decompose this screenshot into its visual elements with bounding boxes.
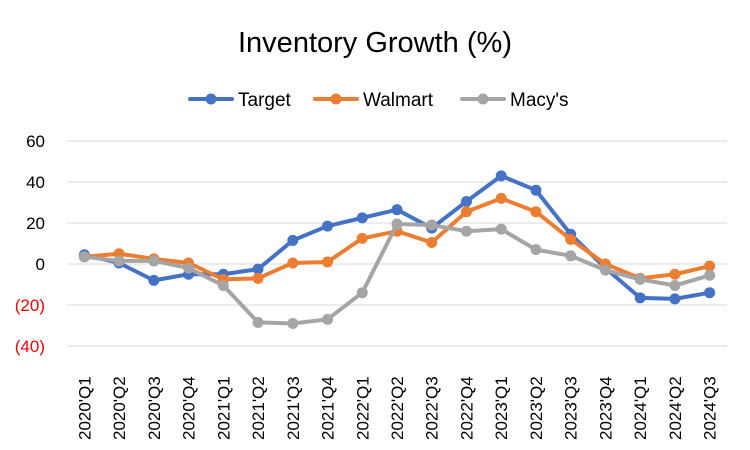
data-point: [495, 170, 507, 182]
y-tick-label: 40: [26, 173, 45, 192]
data-point: [322, 256, 334, 268]
legend-label: Macy's: [510, 90, 569, 111]
data-point: [530, 206, 542, 218]
y-axis: 60 40 20 0 (20) (40): [15, 132, 45, 356]
data-point: [704, 287, 716, 299]
series-target: [78, 170, 716, 305]
data-point: [460, 195, 472, 207]
data-point: [148, 274, 160, 286]
data-point: [322, 220, 334, 232]
y-tick-label: 0: [36, 255, 45, 274]
data-point: [322, 313, 334, 325]
data-point: [287, 257, 299, 269]
data-point: [565, 250, 577, 262]
x-tick-label: 2024'Q1: [631, 376, 650, 440]
data-point: [252, 263, 264, 275]
data-point: [217, 280, 229, 292]
x-tick-label: 2021'Q1: [214, 376, 233, 440]
legend-label: Walmart: [363, 90, 434, 111]
data-point: [287, 317, 299, 329]
x-tick-label: 2024'Q2: [666, 376, 685, 440]
data-point: [287, 234, 299, 246]
data-point: [252, 272, 264, 284]
x-tick-label: 2021'Q4: [319, 376, 338, 440]
legend-item-target: Target: [188, 90, 292, 111]
y-tick-label: (20): [15, 296, 45, 315]
data-point: [252, 316, 264, 328]
data-point: [669, 293, 681, 305]
x-tick-label: 2021'Q3: [284, 376, 303, 440]
legend-swatch-marker: [205, 93, 217, 105]
x-tick-label: 2020'Q2: [110, 376, 129, 440]
y-tick-label: 20: [26, 214, 45, 233]
data-point: [599, 264, 611, 276]
x-tick-label: 2022'Q2: [388, 376, 407, 440]
x-tick-label: 2023'Q3: [562, 376, 581, 440]
series-layer: [78, 170, 716, 329]
series-line-target: [82, 173, 712, 301]
legend-label: Target: [238, 90, 292, 111]
x-tick-label: 2022'Q4: [457, 376, 476, 440]
legend-item-walmart: Walmart: [313, 90, 434, 111]
data-point: [460, 206, 472, 218]
data-point: [356, 287, 368, 299]
x-tick-label: 2024'Q3: [701, 376, 720, 440]
legend-swatch-marker: [477, 93, 489, 105]
data-point: [426, 219, 438, 231]
x-tick-label: 2022'Q3: [423, 376, 442, 440]
series-line-macy-s: [82, 222, 712, 326]
data-point: [704, 260, 716, 272]
data-point: [495, 192, 507, 204]
data-point: [356, 232, 368, 244]
data-point: [113, 255, 125, 267]
chart-title: Inventory Growth (%): [238, 27, 512, 59]
gridlines: [67, 140, 727, 347]
x-tick-label: 2020'Q1: [75, 376, 94, 440]
data-point: [669, 268, 681, 280]
data-point: [634, 292, 646, 304]
y-tick-label: 60: [26, 132, 45, 151]
data-point: [530, 184, 542, 196]
data-point: [391, 204, 403, 216]
x-tick-label: 2021'Q2: [249, 376, 268, 440]
data-point: [391, 218, 403, 230]
legend-swatch-marker: [330, 93, 342, 105]
legend: Target Walmart Macy's: [188, 90, 569, 111]
x-tick-label: 2023'Q2: [527, 376, 546, 440]
legend-item-macy-s: Macy's: [460, 90, 569, 111]
data-point: [426, 236, 438, 248]
x-tick-label: 2022'Q1: [353, 376, 372, 440]
data-point: [634, 273, 646, 285]
data-point: [78, 251, 90, 263]
data-point: [356, 212, 368, 224]
x-axis: 2020'Q1 2020'Q2 2020'Q3 2020'Q4 2021'Q1 2021'…: [75, 376, 719, 440]
data-point: [148, 255, 160, 267]
y-tick-label: (40): [15, 337, 45, 356]
x-tick-label: 2020'Q4: [180, 376, 199, 440]
data-point: [495, 223, 507, 235]
x-tick-label: 2023'Q4: [596, 376, 615, 440]
x-tick-label: 2023'Q1: [492, 376, 511, 440]
data-point: [565, 233, 577, 245]
data-point: [460, 225, 472, 237]
data-point: [183, 262, 195, 274]
x-tick-label: 2020'Q3: [145, 376, 164, 440]
series-macy-s: [78, 218, 716, 329]
data-point: [704, 269, 716, 281]
data-point: [530, 244, 542, 256]
data-point: [669, 280, 681, 292]
